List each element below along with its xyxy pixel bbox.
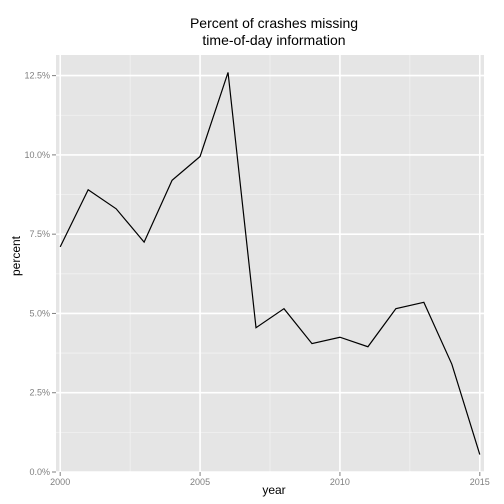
y-axis-title: percent — [9, 235, 23, 276]
y-tick-label: 0.0% — [29, 467, 50, 477]
series-line — [59, 72, 481, 455]
y-tick-label: 10.0% — [24, 150, 50, 160]
x-tick-label: 2010 — [330, 477, 350, 487]
x-tick-label: 2000 — [50, 477, 70, 487]
chart-title-line-2: time-of-day information — [202, 32, 345, 48]
y-tick-label: 2.5% — [29, 388, 50, 398]
x-tick-label: 2005 — [190, 477, 210, 487]
grid-layer — [56, 55, 484, 473]
x-tick-layer: 2000 2005 2010 2015 — [50, 472, 490, 487]
x-axis-title: year — [262, 483, 285, 497]
y-tick-layer: 0.0% 2.5% 5.0% 7.5% 10.0% 12.5% — [24, 71, 56, 477]
y-tick-label: 7.5% — [29, 229, 50, 239]
chart-title-line-1: Percent of crashes missing — [190, 15, 358, 31]
y-tick-label: 5.0% — [29, 308, 50, 318]
x-tick-label: 2015 — [470, 477, 490, 487]
y-tick-label: 12.5% — [24, 71, 50, 81]
